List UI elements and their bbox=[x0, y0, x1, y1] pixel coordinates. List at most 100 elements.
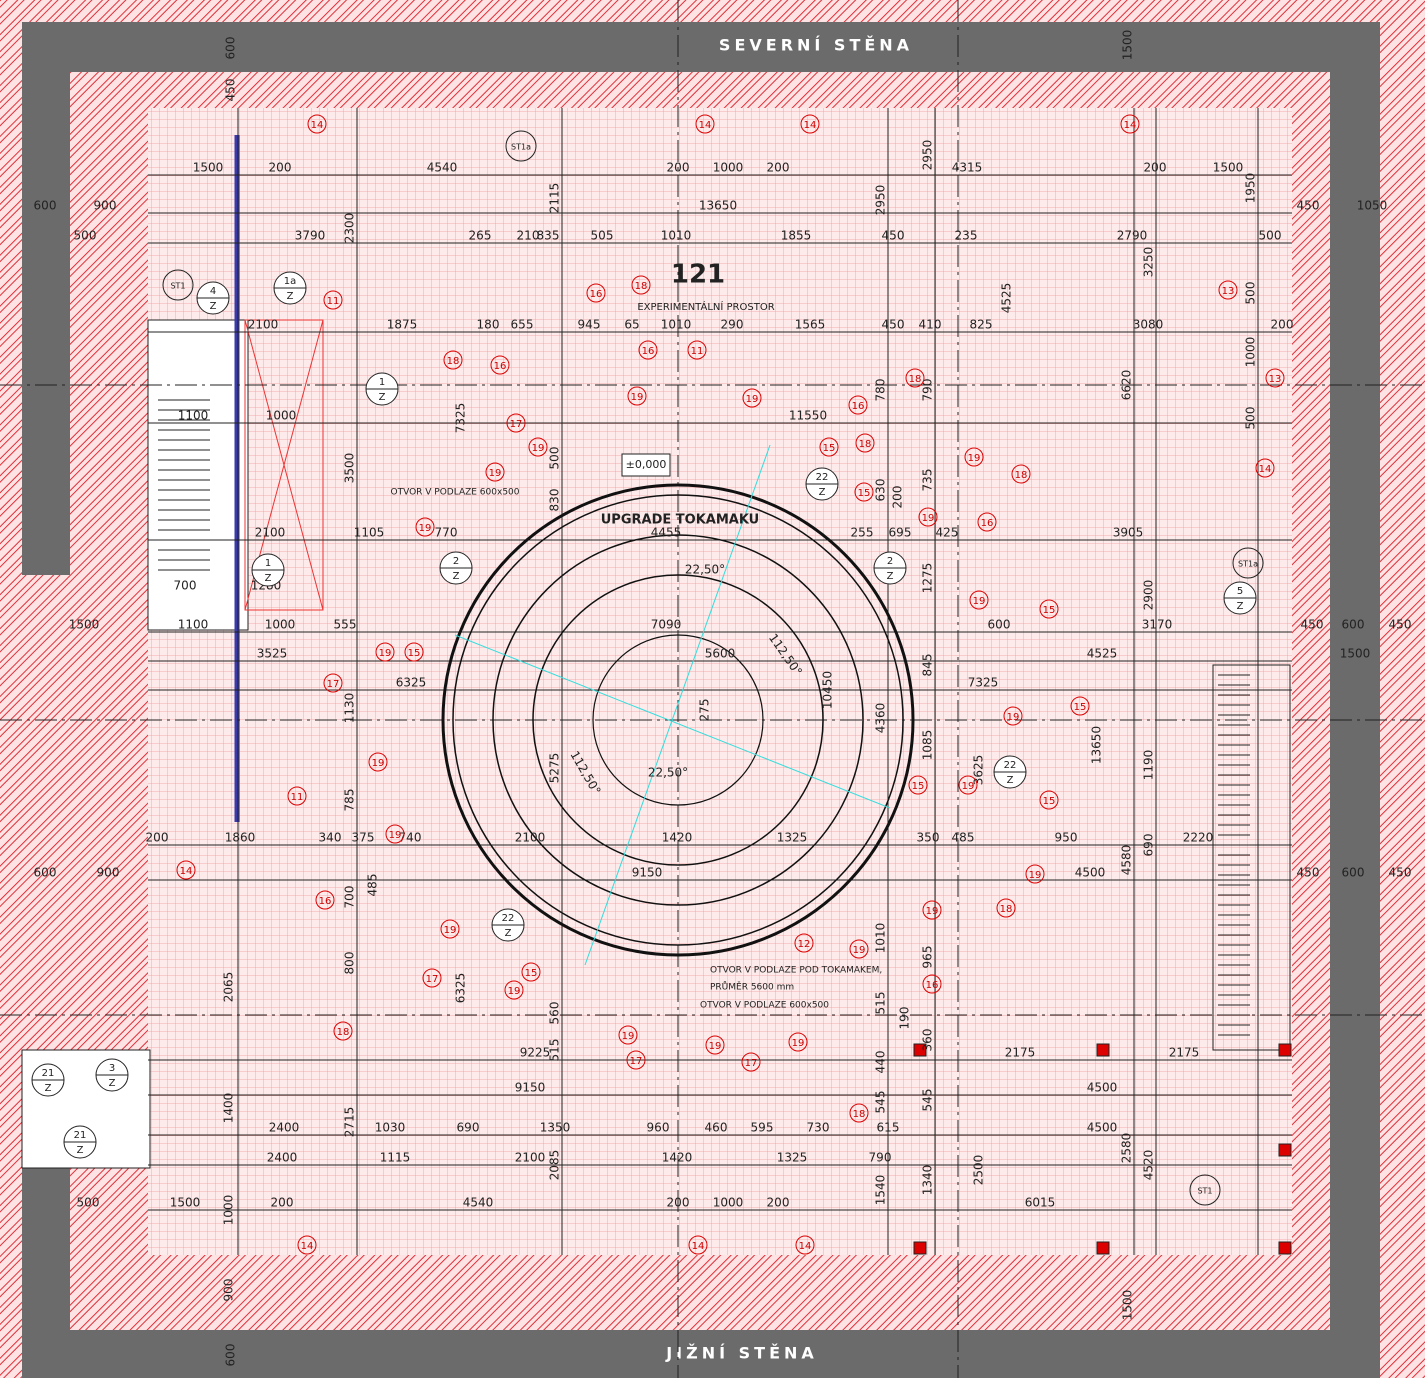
dimension: 1030 bbox=[375, 1121, 406, 1135]
marker-circle bbox=[485, 462, 505, 482]
dimension: 4500 bbox=[1075, 866, 1106, 880]
dimension: 2950 bbox=[874, 185, 888, 216]
dimension: 945 bbox=[578, 318, 601, 332]
dimension: 1000 bbox=[1244, 337, 1258, 368]
dimension: 600 bbox=[224, 37, 238, 60]
section-number: 2 bbox=[887, 556, 893, 567]
marker-label: 14 bbox=[804, 120, 817, 131]
marker-circle bbox=[795, 1235, 815, 1255]
dimension: 515 bbox=[548, 1039, 562, 1062]
dimension: 1350 bbox=[540, 1121, 571, 1135]
dimension: 6325 bbox=[396, 676, 427, 690]
dimension: 1010 bbox=[874, 923, 888, 954]
dimension: 10450 bbox=[821, 671, 835, 709]
dimension: 190 bbox=[898, 1007, 912, 1030]
dimension: 4540 bbox=[427, 161, 458, 175]
dimension: 500 bbox=[77, 1196, 100, 1210]
section-letter: Z bbox=[379, 392, 386, 403]
marker-circle bbox=[742, 388, 762, 408]
column bbox=[1278, 1143, 1292, 1157]
marker-label: 11 bbox=[327, 296, 340, 307]
dimension: 1115 bbox=[380, 1151, 411, 1165]
dimension: 1100 bbox=[178, 618, 209, 632]
dimension: 4500 bbox=[1087, 1121, 1118, 1135]
dimension: 2500 bbox=[972, 1155, 986, 1186]
dimension: 440 bbox=[874, 1051, 888, 1074]
marker-circle bbox=[849, 939, 869, 959]
dimension: 1000 bbox=[265, 618, 296, 632]
dimension: 2085 bbox=[548, 1150, 562, 1181]
note: OTVOR V PODLAZE 600x500 bbox=[390, 488, 519, 498]
dimension: 500 bbox=[548, 447, 562, 470]
dimension: 4525 bbox=[1087, 647, 1118, 661]
marker-label: ST1a bbox=[1238, 560, 1258, 569]
marker-label: 15 bbox=[858, 488, 871, 499]
dimension: 655 bbox=[511, 318, 534, 332]
dimension: 2100 bbox=[255, 526, 286, 540]
dimension: 4580 bbox=[1120, 845, 1134, 876]
dimension: 730 bbox=[807, 1121, 830, 1135]
dimension: 180 bbox=[477, 318, 500, 332]
axis-cyan bbox=[454, 634, 891, 809]
dimension: 500 bbox=[1244, 282, 1258, 305]
dimension: 485 bbox=[366, 874, 380, 897]
marker-circle bbox=[687, 340, 707, 360]
dimension: 1050 bbox=[1357, 199, 1388, 213]
section-letter: Z bbox=[45, 1083, 52, 1094]
dimension: 1500 bbox=[1213, 161, 1244, 175]
dimension: 690 bbox=[457, 1121, 480, 1135]
marker-circle bbox=[1003, 706, 1023, 726]
dimension: 200 bbox=[767, 161, 790, 175]
marker-circle bbox=[705, 1035, 725, 1055]
dimension: 200 bbox=[667, 161, 690, 175]
dimension: 3625 bbox=[972, 755, 986, 786]
dimension: 800 bbox=[343, 952, 357, 975]
marker-label: 14 bbox=[799, 1241, 812, 1252]
dimension: 1340 bbox=[921, 1165, 935, 1196]
dimension: 9150 bbox=[632, 866, 663, 880]
marker-circle bbox=[631, 275, 651, 295]
marker-label: 18 bbox=[1000, 904, 1013, 915]
dimension: 1565 bbox=[795, 318, 826, 332]
dimension: 375 bbox=[352, 831, 375, 845]
tokamak-ring bbox=[441, 483, 915, 957]
stair-right bbox=[1212, 664, 1291, 1051]
dimension: 770 bbox=[435, 526, 458, 540]
dimension: 425 bbox=[936, 526, 959, 540]
level: ±0,000 bbox=[626, 458, 667, 471]
dimension: 200 bbox=[271, 1196, 294, 1210]
dimension: 545 bbox=[874, 1091, 888, 1114]
marker-circle bbox=[315, 890, 335, 910]
marker-label: 19 bbox=[444, 925, 457, 936]
dimension: 200 bbox=[269, 161, 292, 175]
marker-circle bbox=[1189, 1174, 1221, 1206]
marker-label: 17 bbox=[327, 679, 340, 690]
dimension: 700 bbox=[174, 579, 197, 593]
marker-label: 11 bbox=[691, 346, 704, 357]
column bbox=[913, 1043, 927, 1057]
dimension: 1085 bbox=[921, 730, 935, 761]
dimension: 2065 bbox=[222, 972, 236, 1003]
marker-label: 19 bbox=[631, 392, 644, 403]
dimension: 2400 bbox=[269, 1121, 300, 1135]
marker-label: 16 bbox=[590, 289, 603, 300]
dimension: 1010 bbox=[661, 229, 692, 243]
dimension: 3250 bbox=[1142, 247, 1156, 278]
dimension: 9225 bbox=[520, 1046, 551, 1060]
marker-label: 19 bbox=[419, 523, 432, 534]
dimension: 2220 bbox=[1183, 831, 1214, 845]
level-box bbox=[621, 453, 671, 477]
marker-label: ST1 bbox=[1197, 1187, 1212, 1196]
tokamak-ring bbox=[532, 574, 824, 866]
marker-circle bbox=[688, 1235, 708, 1255]
dimension: 500 bbox=[1259, 229, 1282, 243]
dimension: 1500 bbox=[69, 618, 100, 632]
dimension: 4455 bbox=[651, 526, 682, 540]
marker-circle bbox=[918, 507, 938, 527]
marker-label: ST1 bbox=[170, 282, 185, 291]
room-name: EXPERIMENTÁLNÍ PROSTOR bbox=[637, 300, 774, 313]
section-number: 1 bbox=[379, 377, 385, 388]
column bbox=[1278, 1043, 1292, 1057]
dimension: 1500 bbox=[193, 161, 224, 175]
dimension: 2400 bbox=[267, 1151, 298, 1165]
